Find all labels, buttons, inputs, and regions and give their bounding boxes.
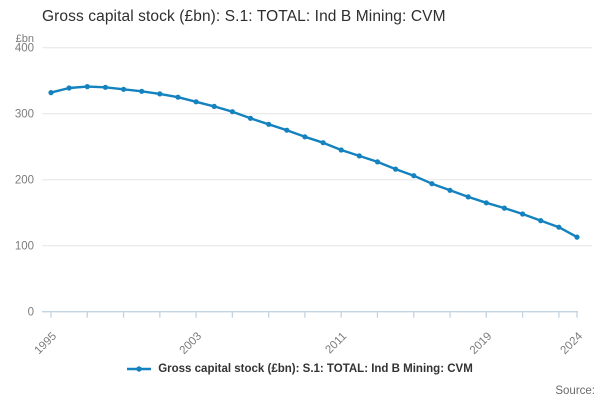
x-tick-label: 1995	[33, 330, 60, 357]
x-tick-label: 2011	[323, 330, 349, 356]
y-tick-label: 0	[28, 307, 34, 319]
chart-title: Gross capital stock (£bn): S.1: TOTAL: I…	[42, 8, 446, 25]
data-point	[175, 94, 181, 100]
source-label: Source:	[555, 385, 595, 397]
data-point	[429, 181, 435, 187]
data-point	[465, 194, 471, 200]
data-line	[50, 85, 578, 239]
y-tick-label: 200	[15, 175, 34, 187]
data-point	[157, 91, 163, 97]
data-point	[211, 103, 217, 109]
data-point	[393, 166, 399, 172]
data-point	[66, 85, 72, 91]
data-point	[483, 200, 489, 206]
data-point	[102, 84, 108, 90]
data-point	[139, 88, 145, 94]
y-tick-label: 100	[15, 241, 34, 253]
data-point	[229, 109, 235, 115]
legend-line-marker	[127, 366, 152, 372]
data-point	[284, 127, 290, 133]
data-point	[556, 224, 562, 230]
legend-label: Gross capital stock (£bn): S.1: TOTAL: I…	[158, 363, 473, 375]
data-point	[574, 234, 580, 240]
legend-item[interactable]: Gross capital stock (£bn): S.1: TOTAL: I…	[0, 363, 600, 375]
x-tick-label: 2019	[468, 330, 495, 357]
data-point	[302, 134, 308, 140]
data-point	[121, 86, 127, 92]
data-point	[247, 115, 254, 121]
data-point	[320, 140, 326, 146]
data-point	[193, 99, 199, 105]
data-point	[411, 173, 417, 179]
x-tick-label: 2003	[178, 330, 205, 357]
data-point	[266, 121, 272, 127]
data-point	[538, 218, 544, 224]
data-point	[520, 211, 526, 217]
data-point	[356, 153, 362, 159]
y-tick-label: 300	[15, 109, 34, 121]
data-point	[84, 84, 90, 90]
data-point	[48, 90, 54, 96]
data-point	[374, 159, 381, 165]
x-tick-label: 2024	[559, 330, 586, 357]
data-point	[447, 187, 453, 193]
data-point	[501, 205, 507, 211]
y-axis-unit-label: £bn	[15, 33, 34, 45]
data-point	[338, 147, 344, 153]
y-tick-label: 400	[15, 43, 34, 55]
